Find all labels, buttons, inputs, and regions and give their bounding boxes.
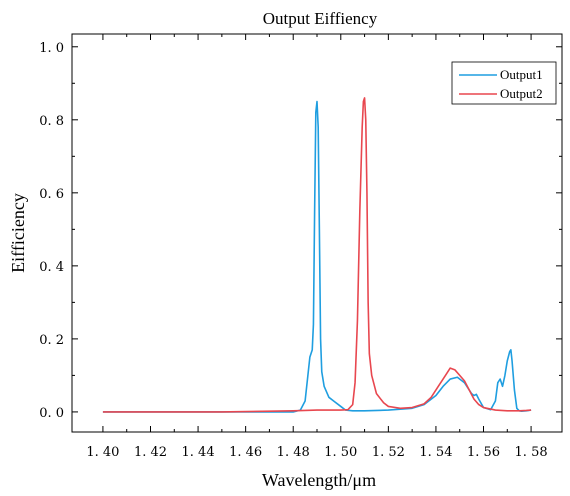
x-tick-label: 1. 56 <box>467 445 500 460</box>
y-tick-label: 1. 0 <box>39 41 64 56</box>
x-tick-label: 1. 50 <box>324 445 357 460</box>
y-tick-label: 0. 4 <box>39 260 64 275</box>
x-tick-label: 1. 58 <box>515 445 548 460</box>
series-line-output1 <box>102 100 532 413</box>
y-tick-label: 0. 2 <box>39 333 64 348</box>
legend-label-output2: Output2 <box>500 86 543 101</box>
x-axis-label: Wavelength/μm <box>262 470 376 490</box>
x-tick-label: 1. 54 <box>419 445 452 460</box>
y-axis-ticks: 0. 0 0. 2 0. 4 0. 6 0. 8 1. 0 <box>39 41 562 421</box>
legend-frame <box>451 61 557 105</box>
x-tick-label: 1. 48 <box>277 445 310 460</box>
y-tick-label: 0. 6 <box>39 187 64 202</box>
x-axis-ticks: 1. 40 1. 42 1. 44 1. 46 1. 48 1. 50 1. 52 1. 54… <box>86 34 548 460</box>
legend-label-output1: Output1 <box>500 67 543 82</box>
x-tick-label: 1. 40 <box>86 445 119 460</box>
y-axis-label: Eifficiency <box>8 193 28 273</box>
y-tick-label: 0. 0 <box>39 406 64 421</box>
x-tick-label: 1. 52 <box>372 445 405 460</box>
y-tick-label: 0. 8 <box>39 114 64 129</box>
x-tick-label: 1. 46 <box>229 445 262 460</box>
chart-title: Output Eiffiency <box>263 9 378 28</box>
series-line-output2 <box>102 97 532 413</box>
x-tick-label: 1. 44 <box>182 445 215 460</box>
legend: Output1 Output2 <box>451 61 557 105</box>
series-layer <box>102 97 532 413</box>
x-tick-label: 1. 42 <box>134 445 167 460</box>
